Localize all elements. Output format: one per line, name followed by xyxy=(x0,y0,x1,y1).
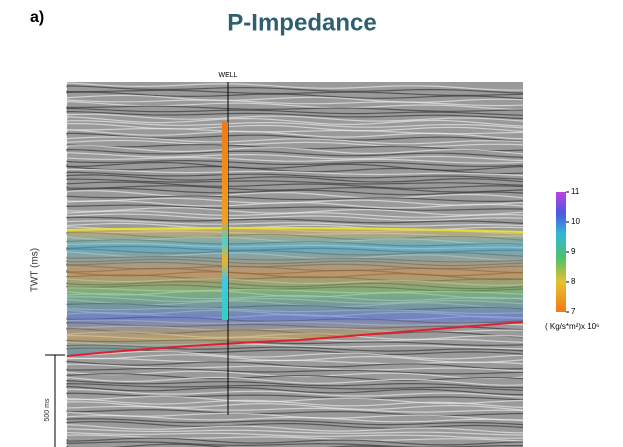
top-horizon xyxy=(66,226,524,233)
seismic-reflector xyxy=(66,434,524,442)
scale-bar-label: 500 ms xyxy=(44,398,51,421)
impedance-overlay xyxy=(67,227,523,356)
seismic-reflector xyxy=(66,388,524,398)
seismic-reflector xyxy=(66,199,524,209)
seismic-reflector xyxy=(66,145,524,155)
seismic-reflector xyxy=(66,174,524,183)
colorbar-tick-label: 9 xyxy=(571,247,576,256)
seismic-reflector xyxy=(66,136,524,145)
seismic-reflector xyxy=(66,195,524,202)
title: P-Impedance xyxy=(227,9,376,36)
seismic-reflector xyxy=(66,123,524,133)
seismic-reflector xyxy=(66,139,524,148)
seismic-reflector xyxy=(66,116,524,127)
seismic-reflector xyxy=(66,113,524,122)
colorbar-tick-label: 7 xyxy=(571,307,576,316)
colorbar xyxy=(556,192,566,312)
colorbar-tick-label: 10 xyxy=(571,217,580,226)
seismic-reflector xyxy=(66,385,524,396)
seismic-reflector xyxy=(66,363,524,372)
seismic-reflector xyxy=(66,190,524,199)
seismic-reflector xyxy=(66,367,524,375)
seismic-reflector xyxy=(66,443,396,447)
seismic-reflector xyxy=(66,382,524,391)
seismic-reflector xyxy=(66,94,524,103)
seismic-reflector xyxy=(66,210,524,218)
seismic-reflector xyxy=(66,168,524,177)
seismic-reflector xyxy=(66,187,524,196)
colorbar-unit: ( Kg/s*m²)x 10⁶ xyxy=(545,322,599,331)
seismic-reflector xyxy=(66,357,524,365)
seismic-reflector xyxy=(66,129,524,140)
well-log xyxy=(222,122,228,320)
seismic-reflector xyxy=(66,165,524,175)
seismic-reflector xyxy=(66,431,524,439)
seismic-reflector xyxy=(66,423,524,434)
seismic-reflector xyxy=(66,91,524,100)
seismic-reflector xyxy=(66,401,524,411)
seismic-reflector xyxy=(66,216,524,224)
seismic-reflector xyxy=(66,437,524,446)
colorbar-tick-label: 11 xyxy=(571,187,580,196)
seismic-reflector xyxy=(66,405,524,413)
well-label: WELL xyxy=(218,72,237,79)
colorbar-tick-label: 8 xyxy=(571,277,576,286)
seismic-reflector xyxy=(66,152,524,162)
seismic-reflector xyxy=(66,85,524,94)
seismic-reflector xyxy=(66,392,524,401)
base-horizon xyxy=(66,321,524,357)
y-axis-label: TWT (ms) xyxy=(30,248,41,292)
seismic-reflector xyxy=(66,171,524,180)
seismic-reflector xyxy=(66,82,523,91)
seismic-reflector xyxy=(66,428,524,436)
seismic-reflector xyxy=(66,156,524,164)
seismic-reflector xyxy=(66,415,524,423)
seismic-reflector xyxy=(66,120,524,129)
seismic-reflector xyxy=(66,379,524,389)
seismic-reflector xyxy=(66,178,524,186)
seismic-reflector xyxy=(66,159,524,167)
seismic-reflector xyxy=(66,148,524,158)
seismic-reflector xyxy=(66,441,524,447)
seismic-reflector xyxy=(66,99,524,107)
panel-label: a) xyxy=(30,9,44,26)
seismic-reflector xyxy=(66,421,524,429)
seismic-reflector xyxy=(66,395,524,405)
seismic-reflector xyxy=(66,397,524,409)
seismic-reflector xyxy=(66,418,524,426)
seismic-reflector xyxy=(66,89,524,96)
seismic-reflector xyxy=(66,220,524,227)
seismic-reflector xyxy=(66,181,524,189)
seismic-reflector xyxy=(66,204,524,211)
seismic-reflector xyxy=(66,373,524,382)
seismic-reflector xyxy=(66,105,524,112)
seismic-reflector xyxy=(66,110,524,120)
seismic-reflector xyxy=(66,100,524,111)
seismic-reflector xyxy=(66,350,524,360)
seismic-reflector xyxy=(66,360,524,370)
seismic-reflector xyxy=(66,376,524,386)
seismic-reflector xyxy=(66,107,524,116)
seismic-reflector xyxy=(66,213,524,222)
